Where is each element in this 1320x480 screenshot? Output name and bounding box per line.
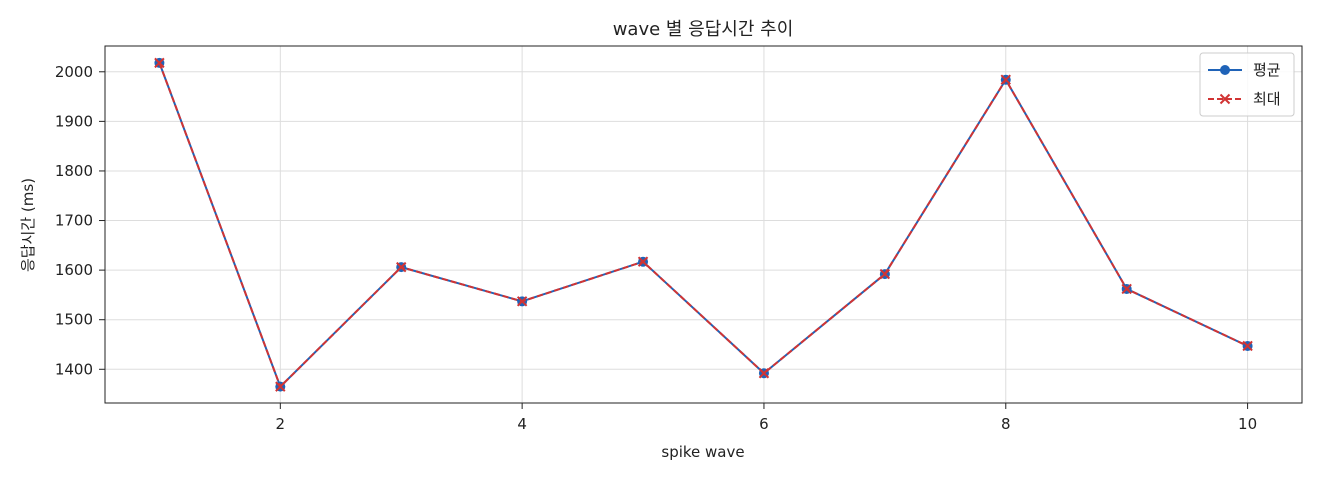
chart-title: wave 별 응답시간 추이 [613, 19, 794, 40]
data-point-x [1219, 93, 1231, 105]
y-tick-label: 2000 [55, 63, 93, 81]
data-point-x [396, 261, 407, 273]
y-tick-label: 1800 [55, 162, 93, 180]
data-point-x [1121, 283, 1132, 295]
x-axis-label: spike wave [661, 443, 744, 461]
data-point-x [1000, 74, 1011, 85]
data-point-circle [1220, 65, 1230, 75]
data-point-x [516, 296, 528, 307]
data-point-x [758, 368, 770, 379]
series-line [158, 62, 1249, 388]
y-tick-label: 1900 [55, 112, 93, 130]
series-2 [154, 57, 1253, 392]
data-point-x [637, 256, 649, 267]
data-point-x [1242, 340, 1253, 352]
legend-label: 최대 [1253, 90, 1281, 108]
y-tick-label: 1700 [55, 212, 93, 230]
legend-item: 최대 [1208, 90, 1281, 108]
x-tick-label: 2 [276, 415, 286, 433]
series-lines [154, 57, 1253, 392]
legend-label: 평균 [1253, 61, 1281, 79]
series-1 [154, 57, 1253, 392]
y-tick-label: 1400 [55, 360, 93, 378]
y-tick-label: 1600 [55, 261, 93, 279]
data-point-x [879, 268, 891, 280]
data-point-x [275, 381, 286, 392]
y-axis-label: 응답시간 (ms) [19, 178, 37, 272]
grid [105, 46, 1302, 403]
x-tick-label: 10 [1238, 415, 1257, 433]
x-tick-label: 8 [1001, 415, 1011, 433]
legend-item: 평균 [1208, 61, 1281, 79]
x-tick-label: 6 [759, 415, 769, 433]
series-line [158, 62, 1249, 388]
y-tick-label: 1500 [55, 311, 93, 329]
axis-ticks: 2 4 6 8 10 1400 1500 1600 1700 1800 1900 2000 [55, 63, 1257, 433]
x-tick-label: 4 [517, 415, 527, 433]
plot-area-frame [104, 45, 1303, 404]
data-point-x [154, 57, 165, 69]
